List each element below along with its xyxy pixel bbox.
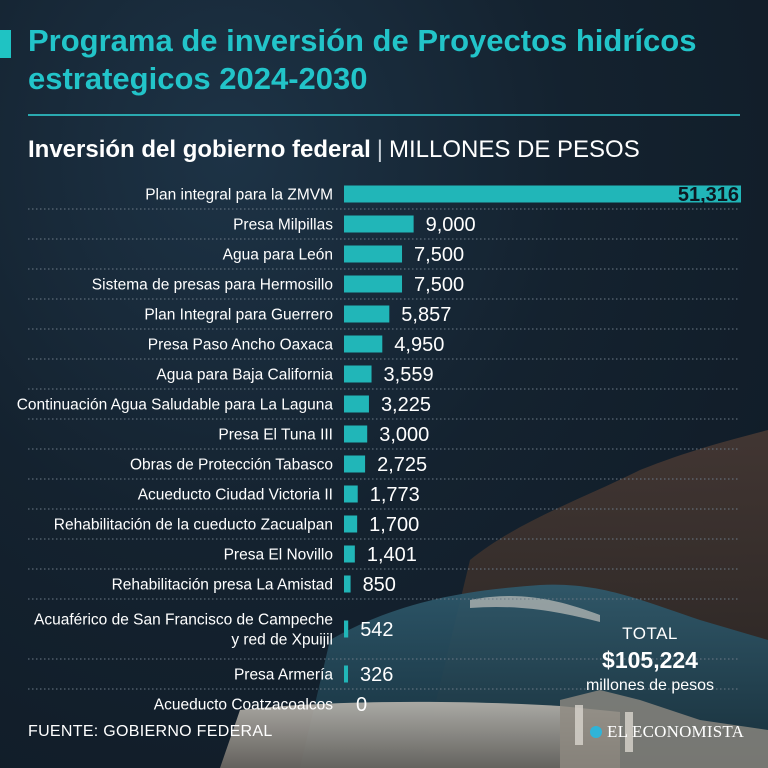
value-label: 1,700 — [369, 514, 419, 536]
category-label-line: Acueducto Ciudad Victoria II — [138, 487, 333, 504]
value-label: 0 — [356, 694, 367, 716]
bar — [344, 185, 741, 203]
bar — [344, 275, 403, 293]
category-label: Plan Integral para Guerrero — [144, 307, 333, 324]
bar — [344, 215, 414, 233]
value-label: 1,773 — [370, 484, 420, 506]
value-label: 3,559 — [384, 364, 434, 386]
chart-subtitle: Inversión del gobierno federal | MILLONES … — [28, 136, 640, 164]
bar — [344, 245, 403, 263]
category-label-line: Presa Armería — [234, 667, 333, 684]
chart-unit-label: MILLONES DE PESOS — [388, 136, 640, 163]
category-label: Presa Paso Ancho Oaxaca — [148, 337, 334, 354]
category-label: Presa El Novillo — [224, 547, 333, 564]
chart-subtitle-main: Inversión del gobierno federal — [28, 136, 371, 163]
category-label-line: Plan Integral para Guerrero — [144, 307, 333, 324]
bar — [344, 545, 355, 563]
category-label-line: Sistema de presas para Hermosillo — [92, 277, 333, 294]
total-value: $105,224 — [602, 647, 698, 673]
bar — [344, 485, 358, 503]
value-label: 2,725 — [377, 454, 427, 476]
category-label: Presa Milpillas — [233, 217, 333, 234]
category-label: Obras de Protección Tabasco — [130, 457, 333, 474]
value-label: 326 — [360, 664, 393, 686]
category-label: Acuaférico de San Francisco de Campeche y… — [34, 612, 333, 649]
category-label-line: Rehabilitación presa La Amistad — [112, 577, 333, 594]
category-label-line: y red de Xpuijil — [231, 632, 333, 649]
category-label: Agua para Baja California — [156, 367, 333, 384]
total-label: TOTAL — [622, 624, 678, 643]
bar — [344, 365, 372, 383]
category-label: Acueducto Ciudad Victoria II — [138, 487, 333, 504]
category-label: Agua para León — [223, 247, 333, 264]
value-label: 51,316 — [678, 184, 739, 206]
category-label: Acueducto Coatzacoalcos — [154, 697, 333, 714]
value-label: 5,857 — [401, 304, 451, 326]
bar — [344, 665, 348, 683]
category-label-line: Presa Paso Ancho Oaxaca — [148, 337, 334, 354]
value-label: 542 — [360, 619, 393, 641]
bar — [344, 620, 349, 638]
brand-name: EL ECONOMISTA — [607, 722, 745, 741]
value-label: 7,500 — [414, 274, 464, 296]
value-label: 3,000 — [379, 424, 429, 446]
category-label: Presa Armería — [234, 667, 333, 684]
source-note: FUENTE: GOBIERNO FEDERAL — [28, 723, 273, 740]
category-label: Rehabilitación presa La Amistad — [112, 577, 333, 594]
value-label: 7,500 — [414, 244, 464, 266]
bar — [344, 425, 368, 443]
category-label: Presa El Tuna III — [218, 427, 333, 444]
bar — [344, 575, 351, 593]
bar — [344, 305, 390, 323]
bar — [344, 395, 369, 413]
value-label: 1,401 — [367, 544, 417, 566]
category-label-line: Continuación Agua Saludable para La Lagu… — [17, 397, 334, 414]
category-label-line: Acuaférico de San Francisco de Campeche — [34, 612, 333, 629]
category-label: Continuación Agua Saludable para La Lagu… — [17, 397, 334, 414]
category-label-line: Rehabilitación de la cueducto Zacualpan — [54, 517, 333, 534]
category-label: Rehabilitación de la cueducto Zacualpan — [54, 517, 333, 534]
category-label: Sistema de presas para Hermosillo — [92, 277, 333, 294]
total-box: TOTAL $105,224 millones de pesos — [560, 624, 740, 695]
total-unit: millones de pesos — [585, 677, 715, 694]
brand-dot-icon — [590, 726, 602, 738]
category-label-line: Agua para León — [223, 247, 333, 264]
category-label-line: Presa Milpillas — [233, 217, 333, 234]
category-label-line: Acueducto Coatzacoalcos — [154, 697, 333, 714]
value-label: 850 — [363, 574, 396, 596]
category-label-line: Presa El Tuna III — [218, 427, 333, 444]
category-label-line: Presa El Novillo — [224, 547, 333, 564]
title-divider — [28, 114, 740, 116]
value-label: 9,000 — [426, 214, 476, 236]
value-label: 3,225 — [381, 394, 431, 416]
category-label-line: Agua para Baja California — [156, 367, 333, 384]
title-accent-bar — [0, 30, 11, 58]
subtitle-separator: | — [376, 136, 383, 163]
category-label-line: Obras de Protección Tabasco — [130, 457, 333, 474]
value-label: 4,950 — [394, 334, 444, 356]
bar — [344, 515, 358, 533]
brand-logo: EL ECONOMISTA — [590, 722, 744, 742]
bar — [344, 455, 366, 473]
bar — [344, 335, 383, 353]
category-label: Plan integral para la ZMVM — [145, 187, 333, 204]
category-label-line: Plan integral para la ZMVM — [145, 187, 333, 204]
page-title: Programa de inversión de Proyectos hidrí… — [28, 23, 697, 96]
